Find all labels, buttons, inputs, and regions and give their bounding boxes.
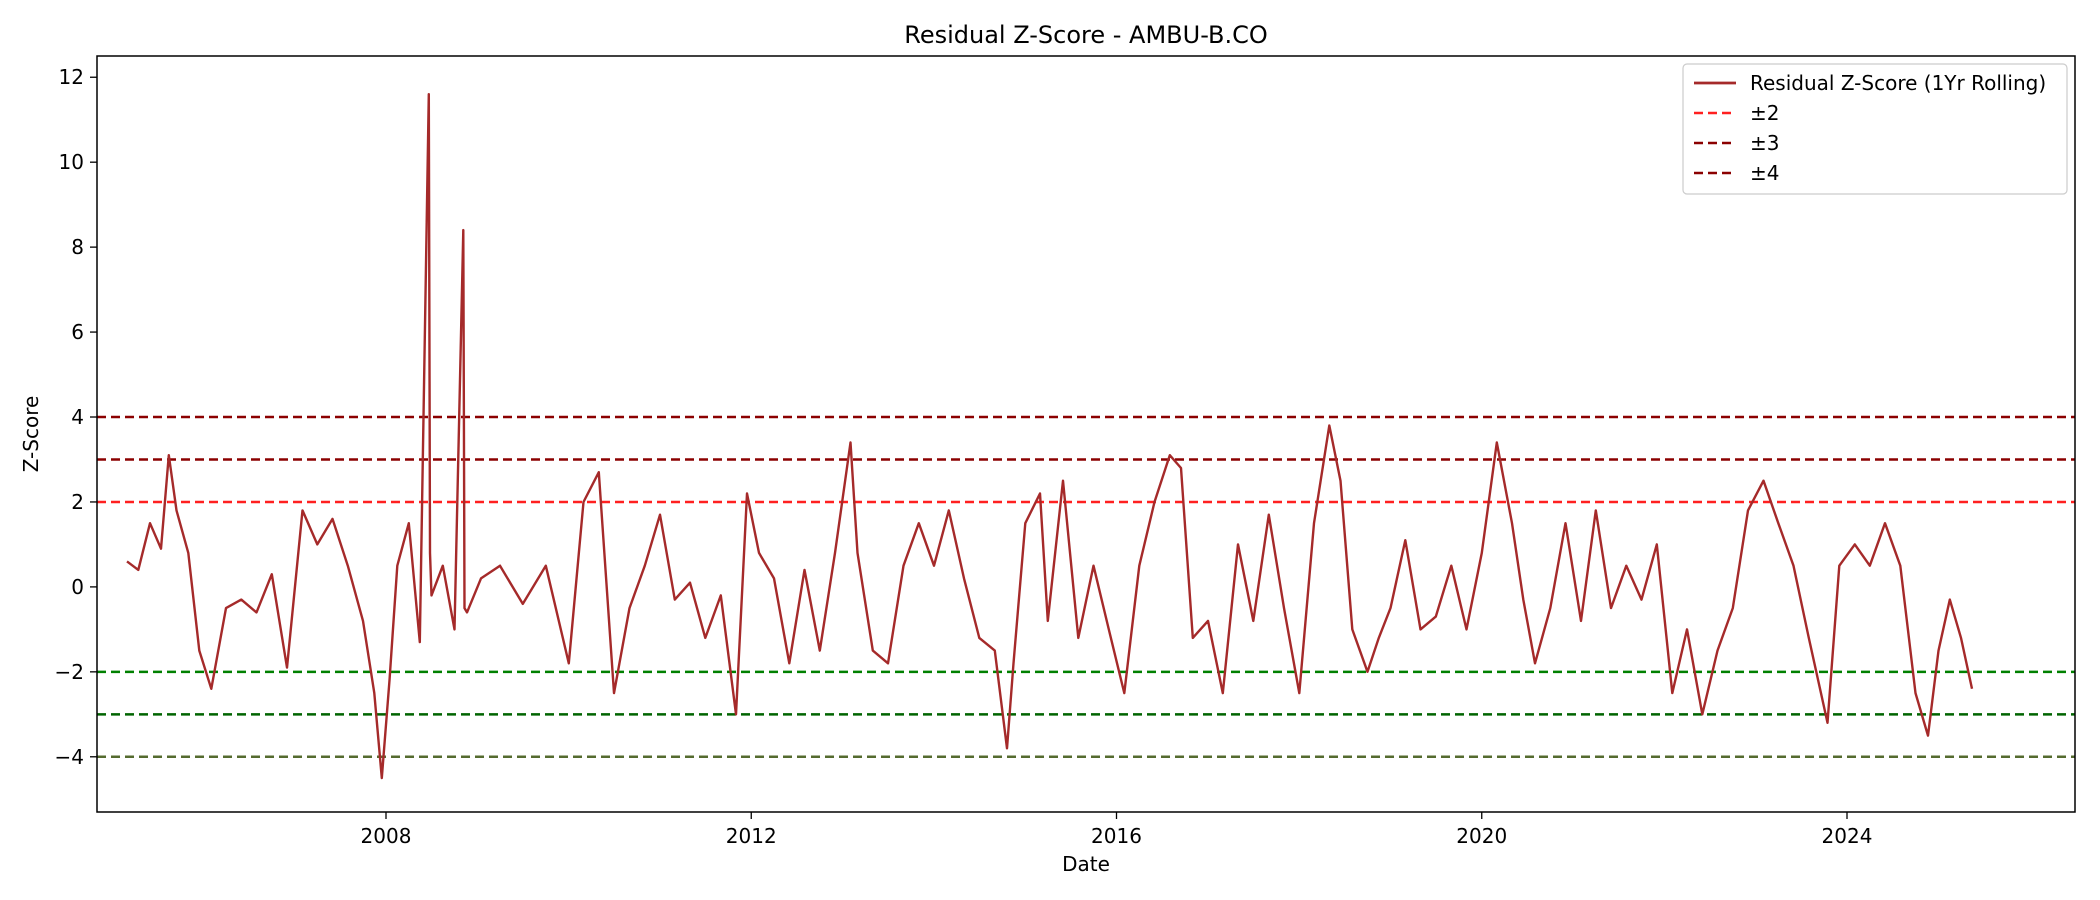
y-tick-label-0: −4 [55, 745, 84, 769]
legend: Residual Z-Score (1Yr Rolling) ±2 ±3 ±4 [1682, 63, 2068, 195]
x-axis-label: Date [1062, 852, 1110, 876]
legend-label-pm3: ±3 [1750, 131, 1779, 155]
legend-label-pm2: ±2 [1750, 101, 1779, 125]
plot-area [96, 55, 2076, 813]
y-tick-label-6: 8 [71, 235, 84, 259]
series-layer [126, 92, 1974, 780]
legend-label-series: Residual Z-Score (1Yr Rolling) [1750, 71, 2046, 95]
x-tick-label-3: 2020 [1456, 824, 1507, 848]
y-axis: −4 −2 0 2 4 6 8 10 12 [55, 65, 97, 769]
legend-label-pm4: ±4 [1750, 161, 1779, 185]
y-tick-label-3: 2 [71, 490, 84, 514]
reference-lines [97, 415, 2075, 759]
y-tick-label-5: 6 [71, 320, 84, 344]
x-tick-label-0: 2008 [361, 824, 412, 848]
y-tick-label-4: 4 [71, 405, 84, 429]
x-axis: 2008 2012 2016 2020 2024 [361, 812, 1873, 848]
y-tick-label-1: −2 [55, 660, 84, 684]
x-tick-label-4: 2024 [1822, 824, 1873, 848]
x-tick-label-1: 2012 [726, 824, 777, 848]
x-tick-label-2: 2016 [1091, 824, 1142, 848]
y-tick-label-8: 12 [59, 65, 84, 89]
y-axis-label: Z-Score [19, 396, 43, 473]
series-line-0 [126, 92, 1974, 780]
legend-box [1682, 63, 2068, 195]
y-tick-label-7: 10 [59, 150, 84, 174]
chart-title: Residual Z-Score - AMBU-B.CO [904, 21, 1268, 49]
y-tick-label-2: 0 [71, 575, 84, 599]
